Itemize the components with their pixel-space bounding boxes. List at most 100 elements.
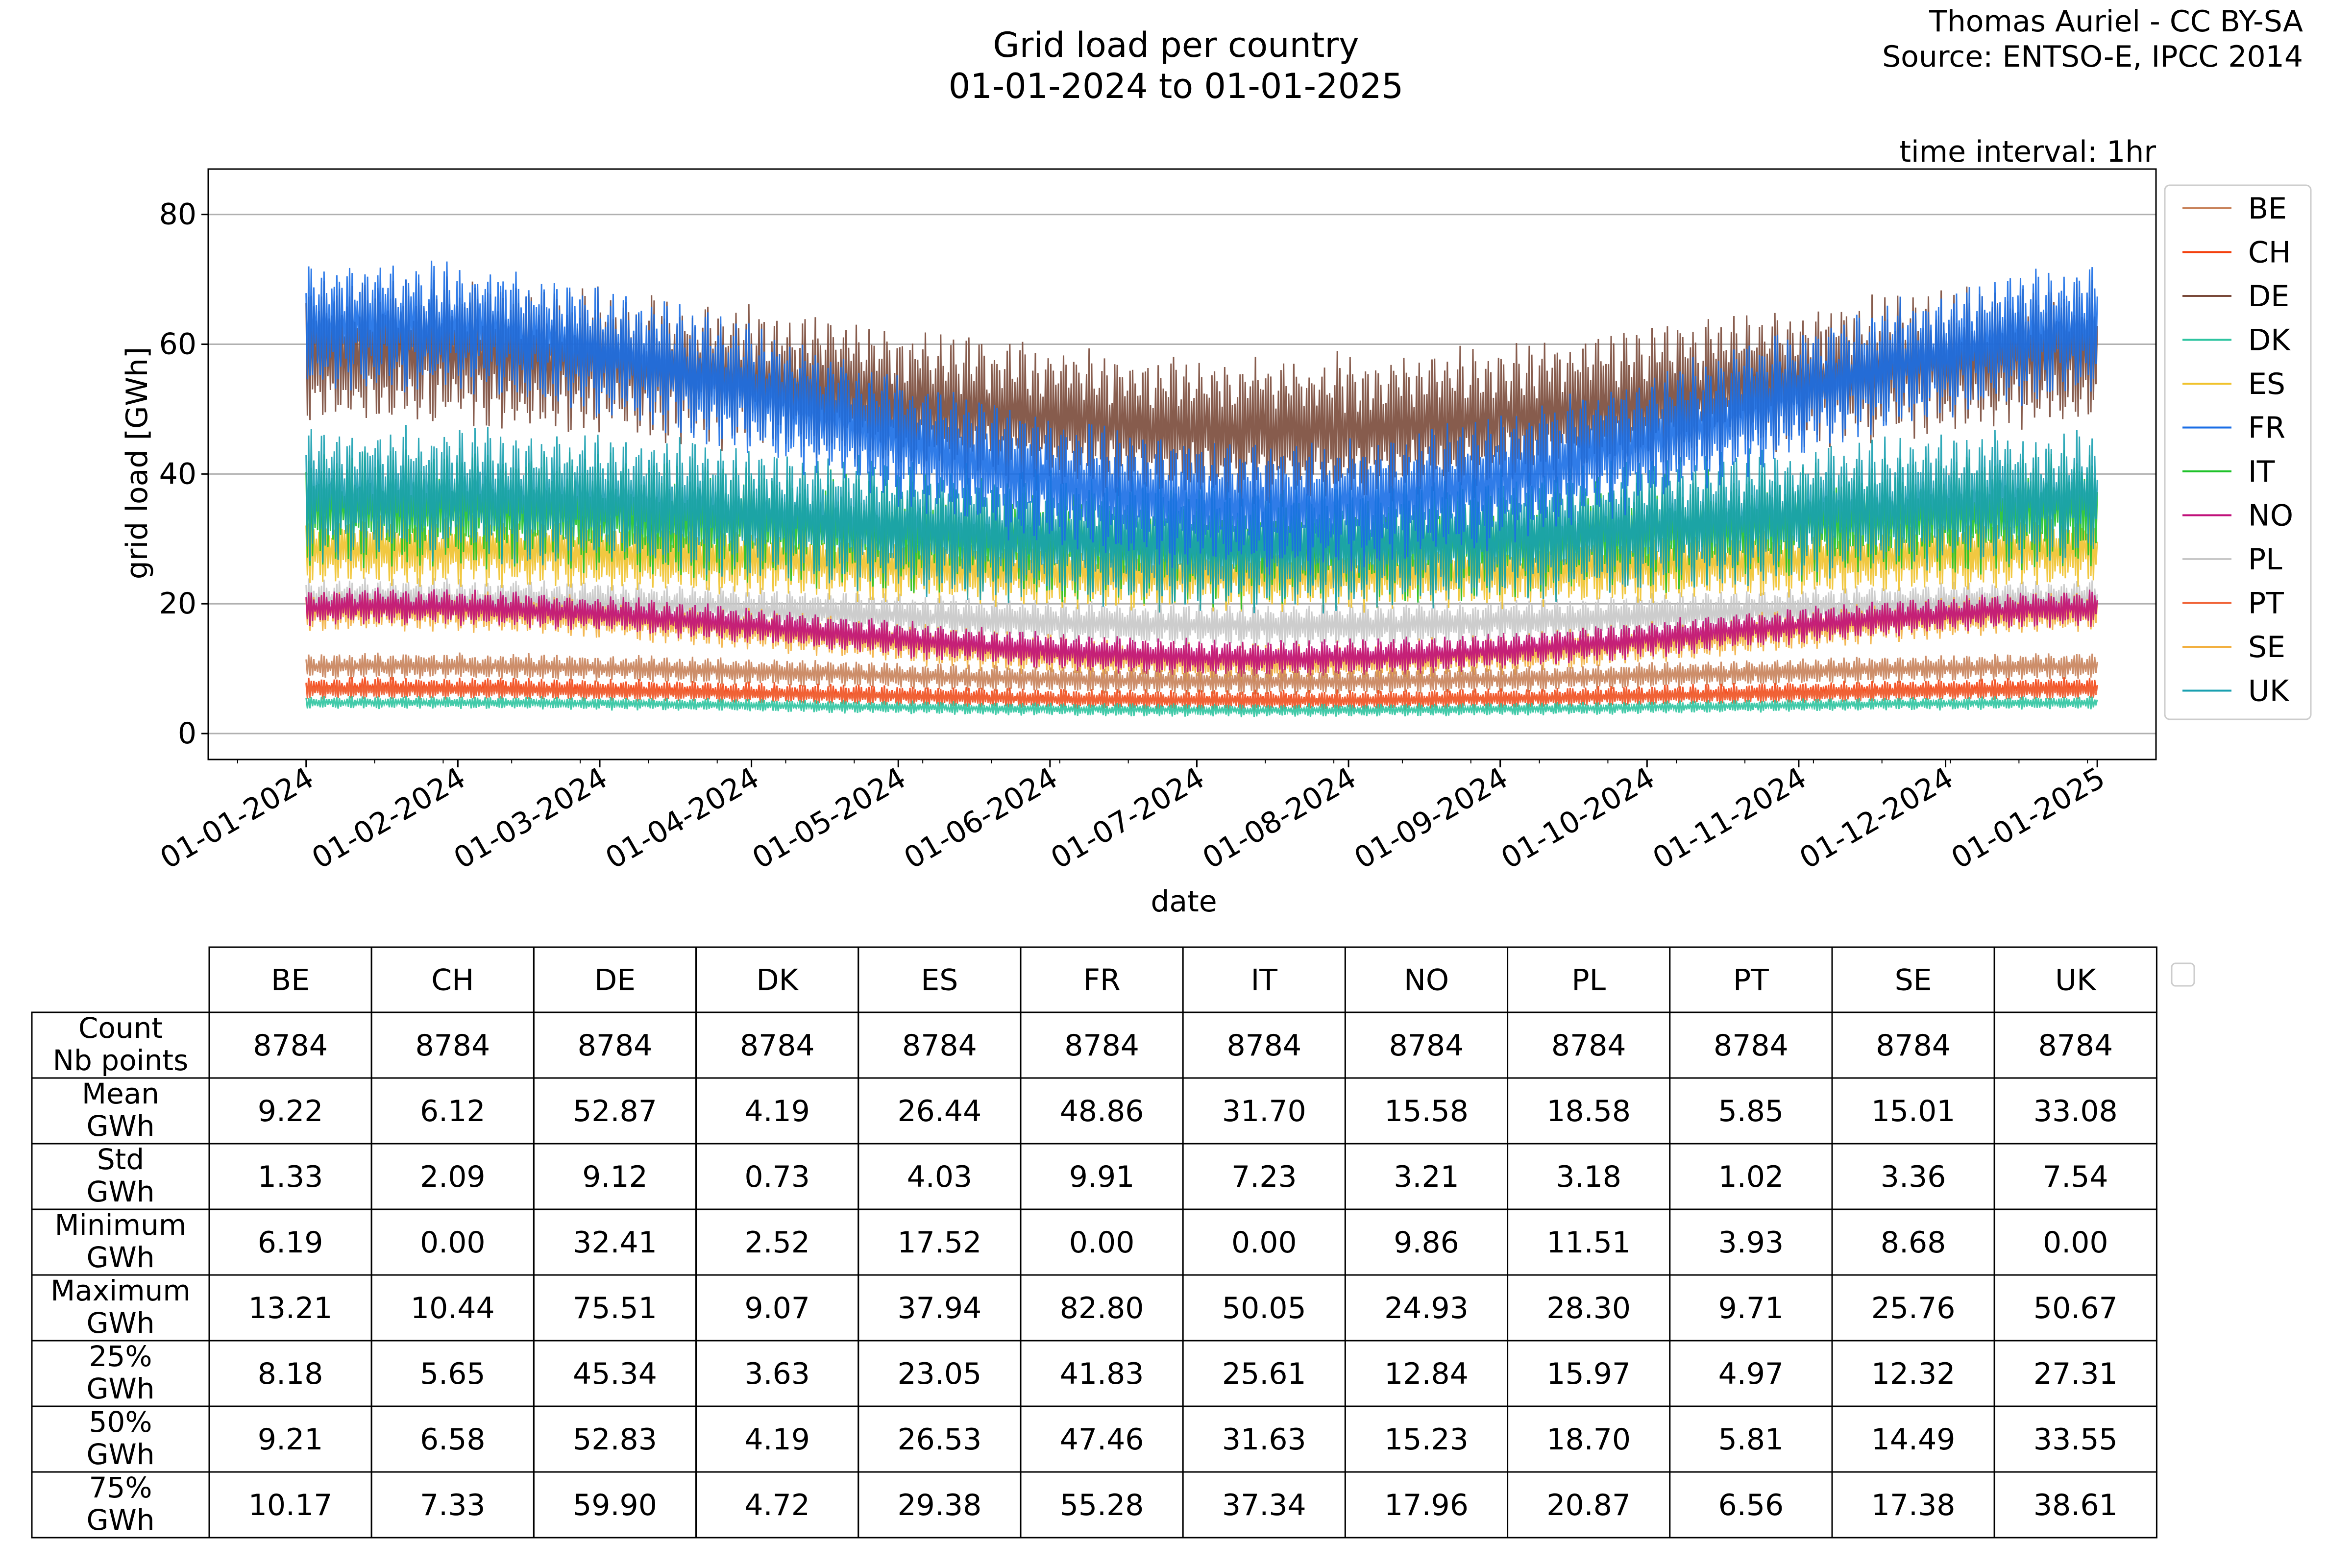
table-value: 4.19: [744, 1094, 810, 1128]
legend-label-uk: UK: [2248, 674, 2290, 709]
table-value: 55.28: [1060, 1488, 1144, 1522]
table-row-label: Std: [97, 1143, 144, 1176]
table-row-unit: GWh: [86, 1372, 154, 1405]
table-value: 4.03: [907, 1160, 973, 1194]
table-column-header: BE: [271, 963, 310, 998]
table-cell: [1831, 1011, 1995, 1079]
table-cell: [208, 1011, 372, 1079]
table-value: 0.00: [420, 1225, 486, 1260]
legend-label-no: NO: [2248, 499, 2293, 533]
series-line-no: [305, 587, 2098, 677]
table-cell: [1507, 1340, 1671, 1407]
table-cell: [695, 1471, 859, 1539]
table-value: 23.05: [898, 1357, 982, 1391]
table-row-label: 50%: [89, 1405, 152, 1439]
x-tick-label: 01-11-2024: [1647, 760, 1812, 876]
table-cell: [1831, 1274, 1995, 1342]
table-cell: [858, 1471, 1022, 1539]
table-cell: [1993, 1143, 2157, 1210]
table-value: 8784: [1714, 1029, 1788, 1063]
table-row-label: 75%: [89, 1471, 152, 1504]
table-value: 18.70: [1546, 1422, 1631, 1457]
table-value: 11.51: [1546, 1225, 1631, 1260]
series-line-fr: [305, 260, 2098, 576]
table-cell: [1669, 1208, 1833, 1276]
table-value: 2.09: [420, 1160, 486, 1194]
table-cell: [695, 1208, 859, 1276]
table-value: 15.97: [1546, 1357, 1631, 1391]
table-row-label: Maximum: [50, 1274, 191, 1307]
table-cell: [208, 1143, 372, 1210]
x-tick-label: 01-01-2024: [154, 760, 319, 876]
table-value: 9.12: [582, 1160, 648, 1194]
table-value: 0.00: [1069, 1225, 1135, 1260]
table-value: 5.65: [420, 1357, 486, 1391]
table-header-cell: [1507, 946, 1671, 1013]
table-column-header: ES: [921, 963, 958, 998]
table-row-label-cell: [31, 1340, 210, 1407]
table-value: 12.84: [1384, 1357, 1469, 1391]
table-value: 7.54: [2043, 1160, 2108, 1194]
table-cell: [695, 1011, 859, 1079]
table-value: 9.21: [258, 1422, 323, 1457]
series-line-dk: [305, 696, 2098, 717]
table-column-header: CH: [431, 963, 474, 998]
legend-label-it: IT: [2248, 455, 2275, 489]
table-value: 59.90: [573, 1488, 657, 1522]
table-cell: [695, 1340, 859, 1407]
table-row-label: 25%: [89, 1340, 152, 1373]
table-cell: [1507, 1471, 1671, 1539]
table-column-header: PL: [1571, 963, 1606, 998]
table-row-unit: GWh: [86, 1306, 154, 1340]
table-row-label: Count: [78, 1011, 163, 1045]
table-value: 33.08: [2034, 1094, 2118, 1128]
table-header-cell: [533, 946, 697, 1013]
legend-label-pt: PT: [2248, 587, 2284, 621]
x-tick-label: 01-08-2024: [1197, 760, 1362, 876]
table-cell: [1182, 1077, 1346, 1145]
table-value: 17.38: [1871, 1488, 1956, 1522]
table-cell: [208, 1077, 372, 1145]
table-cell: [1507, 1011, 1671, 1079]
table-row-unit: GWh: [86, 1438, 154, 1471]
table-cell: [1344, 1274, 1509, 1342]
table-value: 18.58: [1546, 1094, 1631, 1128]
table-column-header: PT: [1733, 963, 1769, 998]
table-value: 15.01: [1871, 1094, 1956, 1128]
table-value: 14.49: [1871, 1422, 1956, 1457]
table-header-cell: [695, 946, 859, 1013]
table-column-header: IT: [1251, 963, 1278, 998]
x-tick-label: 01-12-2024: [1794, 760, 1959, 876]
x-tick-label: 01-10-2024: [1495, 760, 1661, 876]
table-cell: [1182, 1143, 1346, 1210]
table-value: 29.38: [898, 1488, 982, 1522]
table-column-header: SE: [1895, 963, 1932, 998]
table-value: 26.53: [898, 1422, 982, 1457]
table-value: 8784: [578, 1029, 653, 1063]
table-value: 24.93: [1384, 1291, 1469, 1325]
table-value: 6.58: [420, 1422, 486, 1457]
series-line-pt: [305, 681, 2098, 710]
chart-title: Grid load per country: [993, 25, 1359, 65]
table-value: 4.72: [744, 1488, 810, 1522]
table-cell: [533, 1340, 697, 1407]
x-axis-label: date: [1151, 884, 1217, 919]
table-cell: [695, 1143, 859, 1210]
table-row-label: Minimum: [55, 1208, 187, 1242]
table-value: 26.44: [898, 1094, 982, 1128]
table-value: 50.05: [1222, 1291, 1306, 1325]
table-cell: [1182, 1208, 1346, 1276]
plot-area: 02040608001-01-202401-02-202401-03-20240…: [154, 168, 2157, 876]
table-value: 38.61: [2034, 1488, 2118, 1522]
table-cell: [1507, 1405, 1671, 1473]
table-row-unit: GWh: [86, 1503, 154, 1537]
table-cell: [533, 1208, 697, 1276]
table-value: 52.83: [573, 1422, 657, 1457]
x-tick-label: 01-04-2024: [600, 760, 765, 876]
table-cell: [370, 1405, 535, 1473]
table-value: 3.36: [1881, 1160, 1946, 1194]
table-value: 1.02: [1718, 1160, 1784, 1194]
table-cell: [1669, 1274, 1833, 1342]
